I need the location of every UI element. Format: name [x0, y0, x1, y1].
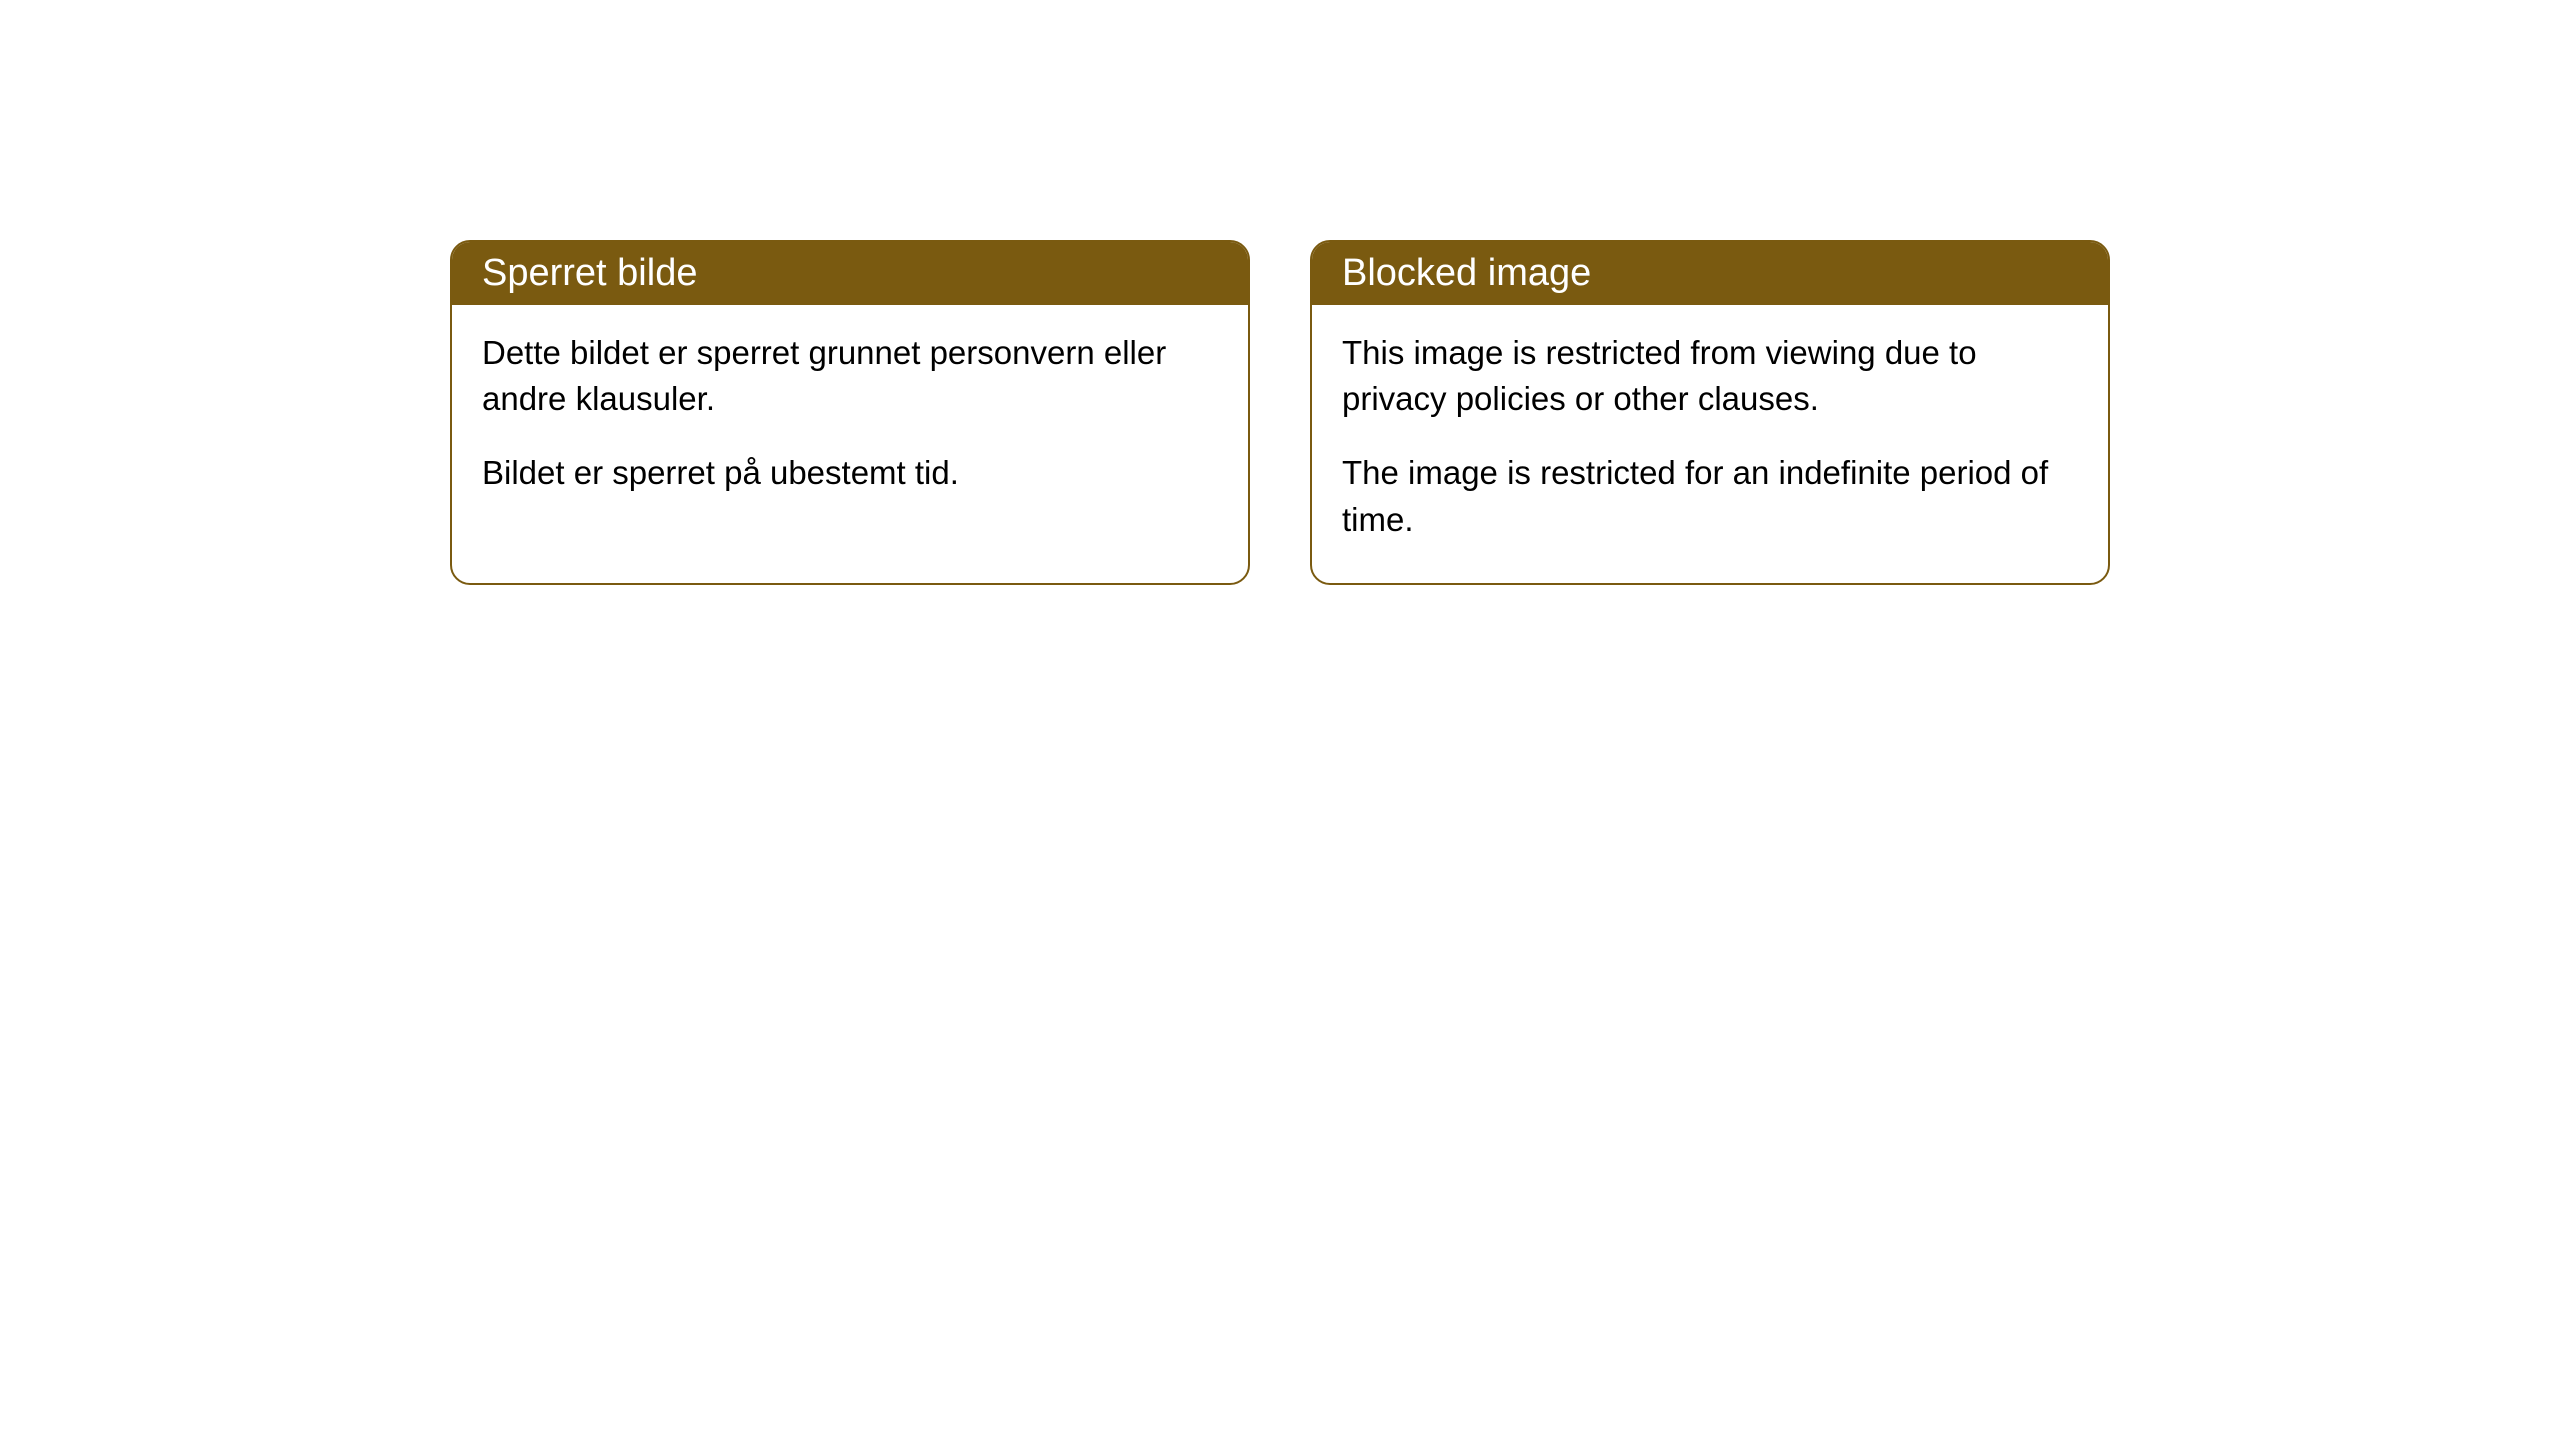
card-header-norwegian: Sperret bilde [452, 242, 1248, 305]
card-header-english: Blocked image [1312, 242, 2108, 305]
card-title: Sperret bilde [482, 252, 697, 294]
card-title: Blocked image [1342, 252, 1591, 294]
card-paragraph: Bildet er sperret på ubestemt tid. [482, 450, 1218, 496]
card-body-english: This image is restricted from viewing du… [1312, 305, 2108, 583]
card-english: Blocked image This image is restricted f… [1310, 240, 2110, 585]
cards-container: Sperret bilde Dette bildet er sperret gr… [450, 240, 2560, 585]
card-norwegian: Sperret bilde Dette bildet er sperret gr… [450, 240, 1250, 585]
card-paragraph: This image is restricted from viewing du… [1342, 330, 2078, 422]
card-paragraph: Dette bildet er sperret grunnet personve… [482, 330, 1218, 422]
card-paragraph: The image is restricted for an indefinit… [1342, 450, 2078, 542]
card-body-norwegian: Dette bildet er sperret grunnet personve… [452, 305, 1248, 537]
